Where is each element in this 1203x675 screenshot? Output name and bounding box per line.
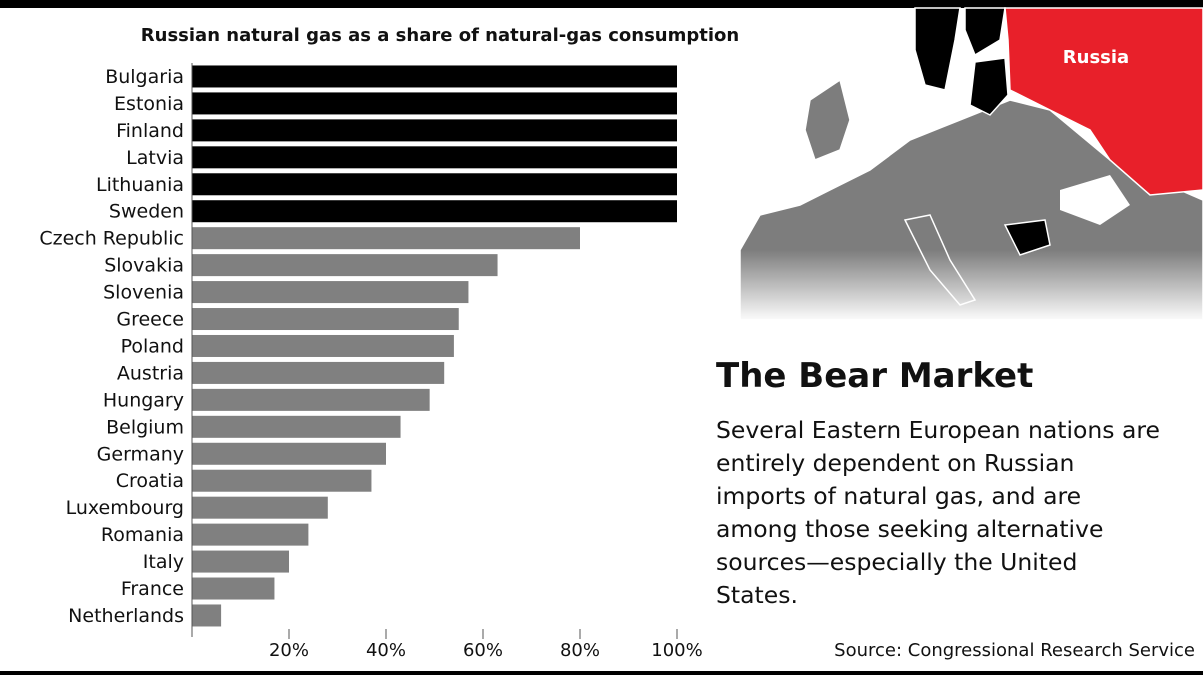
bar bbox=[192, 146, 677, 169]
y-tick-label: Netherlands bbox=[68, 605, 184, 627]
map-fade bbox=[720, 250, 1203, 322]
y-tick-label: Finland bbox=[116, 120, 184, 142]
bar bbox=[192, 227, 580, 250]
x-tick-label: 60% bbox=[463, 640, 503, 661]
bar bbox=[192, 442, 386, 465]
map-label: Russia bbox=[1063, 47, 1129, 68]
article-heading: The Bear Market bbox=[716, 356, 1034, 396]
bar bbox=[192, 388, 430, 411]
bar bbox=[192, 604, 222, 627]
map-baltics bbox=[969, 57, 1009, 116]
map-finland bbox=[964, 7, 1006, 57]
map-black-sea bbox=[1060, 175, 1130, 225]
bar bbox=[192, 550, 289, 573]
y-tick-label: Italy bbox=[143, 551, 184, 573]
map-sweden bbox=[914, 7, 961, 91]
y-tick-label: Latvia bbox=[126, 147, 184, 169]
x-tick-label: 100% bbox=[651, 640, 702, 661]
bar bbox=[192, 92, 677, 115]
y-tick-label: Luxembourg bbox=[66, 497, 184, 519]
bar bbox=[192, 281, 469, 304]
y-tick-label: Lithuania bbox=[96, 174, 184, 196]
x-tick-label: 40% bbox=[366, 640, 406, 661]
article-body: Several Eastern European nations are ent… bbox=[716, 416, 1161, 609]
source: Source: Congressional Research Service bbox=[834, 640, 1195, 661]
y-tick-label: Estonia bbox=[114, 93, 184, 115]
y-tick-label: Croatia bbox=[116, 470, 184, 492]
bar bbox=[192, 361, 445, 384]
bar bbox=[192, 173, 677, 196]
bar bbox=[192, 415, 401, 438]
x-tick-label: 80% bbox=[560, 640, 600, 661]
bar bbox=[192, 119, 677, 142]
bar bbox=[192, 496, 328, 519]
y-tick-label: Poland bbox=[121, 335, 184, 357]
y-tick-label: Slovakia bbox=[104, 255, 184, 277]
top-rule bbox=[0, 0, 1203, 8]
map: Russia bbox=[720, 7, 1203, 322]
y-tick-label: Belgium bbox=[106, 416, 184, 438]
y-tick-label: Bulgaria bbox=[105, 66, 184, 88]
bar bbox=[192, 469, 372, 492]
y-tick-label: Germany bbox=[97, 443, 184, 465]
x-tick-label: 20% bbox=[269, 640, 309, 661]
bottom-rule bbox=[0, 671, 1203, 675]
map-britain bbox=[804, 78, 851, 161]
bar bbox=[192, 577, 275, 600]
map-bulgaria bbox=[1003, 219, 1051, 256]
y-tick-label: Greece bbox=[116, 309, 184, 331]
y-tick-label: France bbox=[121, 578, 184, 600]
chart-title: Russian natural gas as a share of natura… bbox=[141, 25, 739, 46]
y-tick-label: Austria bbox=[117, 362, 184, 384]
y-tick-label: Slovenia bbox=[103, 282, 184, 304]
bar bbox=[192, 523, 309, 546]
y-tick-label: Czech Republic bbox=[39, 228, 184, 250]
bar bbox=[192, 200, 677, 223]
bar bbox=[192, 254, 498, 277]
y-tick-label: Sweden bbox=[109, 201, 184, 223]
bar bbox=[192, 334, 454, 357]
map-russia bbox=[1004, 7, 1203, 196]
y-tick-label: Romania bbox=[101, 524, 184, 546]
bar bbox=[192, 308, 459, 331]
bar bbox=[192, 65, 677, 88]
y-tick-label: Hungary bbox=[103, 389, 184, 411]
